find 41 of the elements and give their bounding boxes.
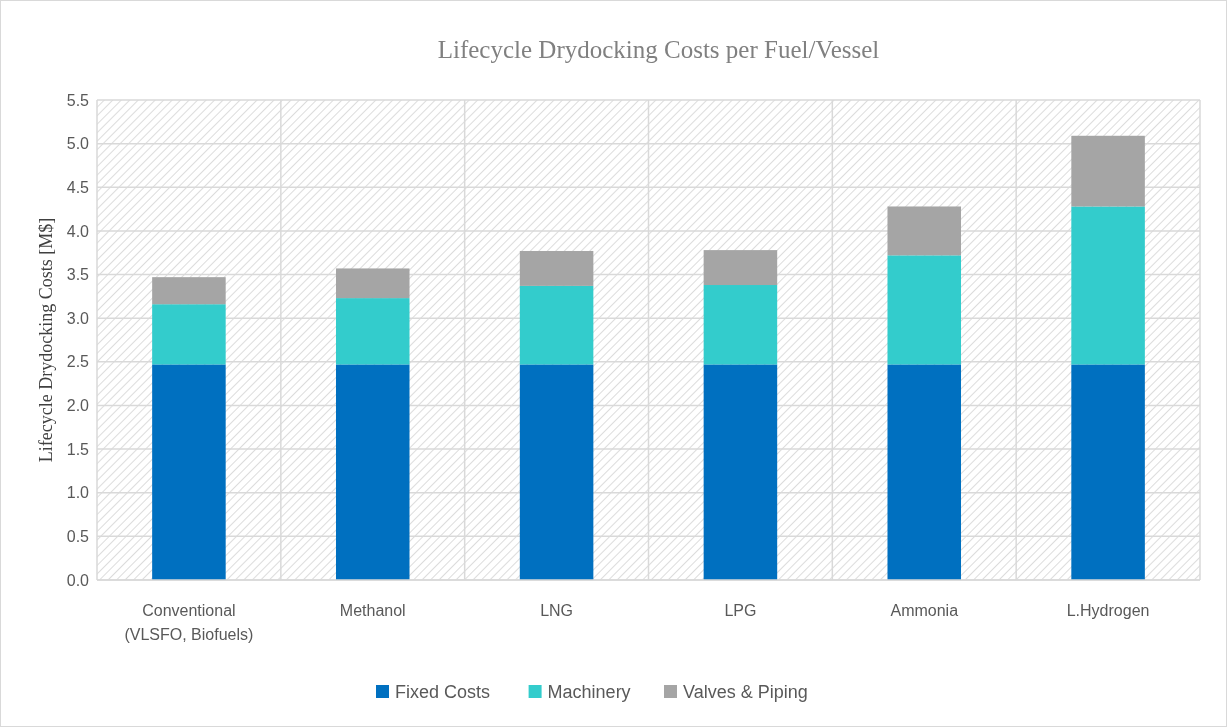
y-tick-label: 0.5	[66, 527, 90, 545]
y-tick-label: 3.5	[66, 266, 90, 284]
bar	[887, 206, 962, 256]
legend-label: Valves & Piping	[683, 682, 808, 703]
y-tick-label: 2.5	[66, 353, 90, 371]
y-tick-label: 5.0	[66, 135, 90, 153]
x-tick-label: LNG	[540, 602, 574, 619]
bar	[519, 364, 594, 580]
bar	[335, 298, 410, 365]
chart-title: Lifecycle Drydocking Costs per Fuel/Vessel	[437, 36, 880, 63]
y-tick-label: 4.0	[66, 222, 90, 240]
y-tick-label: 4.5	[66, 178, 90, 196]
bar	[152, 304, 226, 365]
bar	[152, 277, 226, 305]
bar	[152, 364, 226, 580]
bar	[1071, 135, 1145, 207]
bar	[703, 364, 778, 580]
legend-label: Fixed Costs	[395, 682, 491, 703]
y-tick-label: 3.0	[66, 309, 90, 327]
bar	[335, 268, 410, 299]
y-tick-label: 5.5	[66, 91, 90, 109]
bar	[335, 364, 410, 580]
y-tick-label: 1.0	[66, 484, 90, 502]
x-tick-label: Conventional (VLSFO, Biofuels)	[124, 602, 254, 643]
y-tick-label: 2.0	[66, 397, 90, 415]
x-tick-label: Ammonia	[890, 602, 959, 619]
bar	[1071, 364, 1145, 580]
x-tick-label: LPG	[724, 602, 757, 619]
y-tick-label: 0.0	[66, 571, 90, 589]
y-axis-title: Lifecycle Drydocking Costs [M$]	[36, 217, 56, 463]
x-tick-label: L.Hydrogen	[1066, 602, 1150, 619]
bar	[519, 285, 594, 365]
bar	[703, 250, 778, 286]
bar	[887, 255, 962, 365]
legend-label: Machinery	[547, 682, 631, 703]
bar	[703, 285, 778, 365]
bar	[1071, 206, 1145, 365]
bar	[887, 364, 962, 580]
bar	[519, 250, 594, 286]
y-tick-label: 1.5	[66, 440, 90, 458]
x-tick-label: Methanol	[339, 602, 406, 619]
